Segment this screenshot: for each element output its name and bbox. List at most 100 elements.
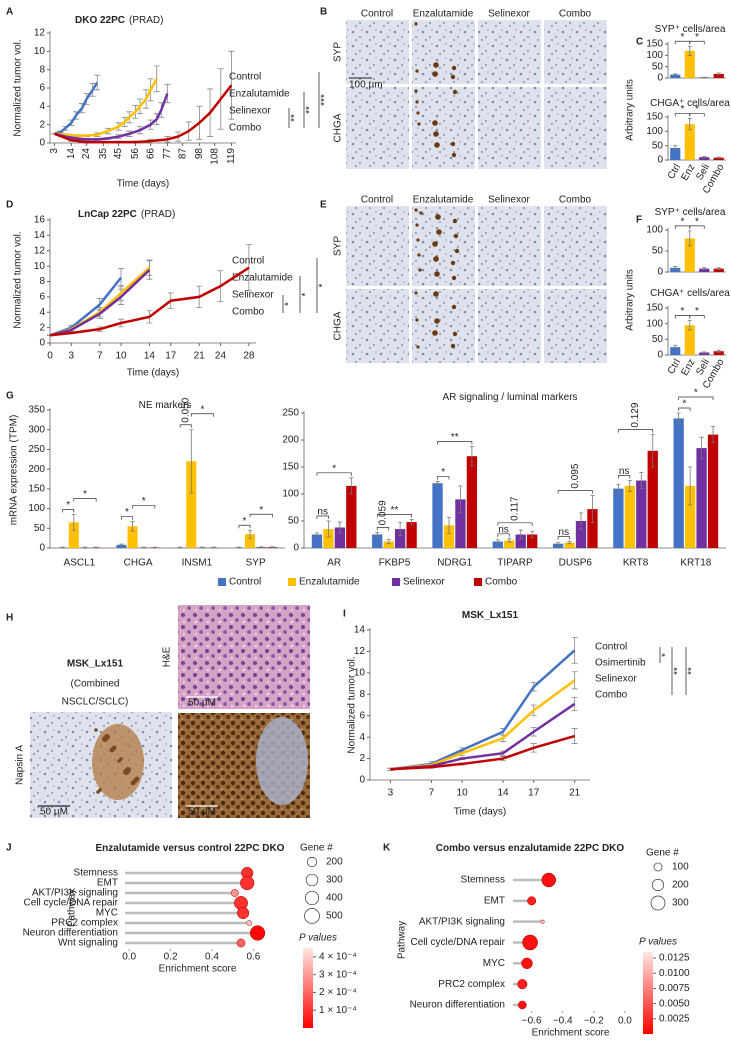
chart-title: CHGA⁺ cells/area bbox=[650, 98, 730, 109]
bar bbox=[699, 268, 710, 272]
stain-spot bbox=[416, 238, 420, 242]
y-tick-label: 8 bbox=[39, 276, 45, 287]
stain-spot bbox=[418, 268, 422, 272]
y-tick-label: 2 bbox=[39, 322, 45, 333]
error-bar bbox=[702, 351, 707, 354]
series-line bbox=[54, 93, 169, 141]
micrograph bbox=[478, 206, 541, 286]
significance-bracket bbox=[497, 533, 510, 537]
color-tick-label: 1 × 10⁻⁴ bbox=[319, 1005, 357, 1016]
significance-label: * bbox=[695, 306, 699, 317]
significance-bracket bbox=[689, 113, 705, 117]
h-subtitle: NSCLC/SCLC) bbox=[62, 697, 129, 708]
significance-bracket bbox=[376, 526, 390, 531]
column-label: Combo bbox=[559, 9, 592, 20]
error-bar bbox=[259, 546, 264, 549]
stain-spot bbox=[450, 74, 456, 80]
stain-label: H&E bbox=[162, 646, 173, 667]
title-main: AR signaling / luminal markers bbox=[442, 392, 577, 403]
significance-label: * bbox=[681, 306, 685, 317]
x-tick-label: AR bbox=[327, 558, 341, 569]
x-tick-label: KRT8 bbox=[623, 558, 649, 569]
bar bbox=[311, 534, 323, 548]
significance-bracket bbox=[376, 514, 412, 518]
bar bbox=[699, 352, 710, 355]
color-tick-label: 0.0075 bbox=[659, 983, 690, 994]
error-bar bbox=[130, 521, 135, 532]
series-line bbox=[54, 84, 233, 144]
y-tick-label: 150 bbox=[646, 39, 663, 50]
significance-label: 0.129 bbox=[630, 402, 641, 427]
error-bar bbox=[60, 546, 65, 549]
y-tick-label: 4 bbox=[39, 101, 45, 112]
column-label: Control bbox=[361, 195, 393, 206]
significance-label: ns bbox=[317, 507, 328, 518]
y-tick-label: 4 bbox=[359, 732, 365, 743]
stain-spot bbox=[435, 214, 441, 220]
micrograph bbox=[544, 20, 607, 84]
bar bbox=[245, 534, 256, 548]
y-tick-label: 10 bbox=[34, 46, 46, 57]
stain-spot bbox=[450, 141, 456, 147]
error-bar bbox=[386, 538, 391, 545]
micrograph bbox=[544, 87, 607, 169]
size-legend-dot bbox=[306, 856, 318, 868]
significance-bracket bbox=[689, 315, 705, 319]
category-label: MYC bbox=[96, 908, 118, 919]
error-bar bbox=[687, 45, 692, 56]
chart-title: CHGA⁺ cells/area bbox=[650, 288, 730, 299]
y-tick-label: 0 bbox=[359, 775, 365, 786]
significance-label: * bbox=[695, 32, 699, 43]
significance-label: * bbox=[83, 489, 87, 500]
significance-label: ** bbox=[391, 505, 399, 516]
axis bbox=[49, 31, 236, 144]
category-label: Wnt signaling bbox=[58, 938, 118, 949]
y-tick-label: 150 bbox=[646, 303, 663, 314]
category-label: PRC2 complex bbox=[51, 918, 118, 929]
size-legend-label: 200 bbox=[672, 880, 689, 891]
bar bbox=[515, 534, 526, 548]
significance-bracket bbox=[316, 472, 352, 476]
significance-label: * bbox=[243, 516, 247, 527]
category-label: Stemness bbox=[74, 868, 118, 879]
micrograph bbox=[478, 20, 541, 84]
error-bar bbox=[590, 495, 595, 524]
y-tick-label: 50 bbox=[288, 516, 300, 527]
x-tick-label: 0.4 bbox=[205, 952, 219, 963]
y-tick-label: 100 bbox=[646, 50, 663, 61]
y-axis-label: Normalized tumor vol. bbox=[347, 656, 358, 753]
significance-label: * bbox=[695, 104, 699, 115]
title-main: DKO 22PC bbox=[75, 15, 125, 26]
significance-label: ** bbox=[290, 114, 301, 122]
chart-title: Combo versus enzalutamide 22PC DKO bbox=[436, 843, 625, 854]
error-bar bbox=[178, 546, 183, 549]
error-bar bbox=[495, 539, 500, 544]
y-tick-label: 150 bbox=[646, 112, 663, 123]
x-tick-label: 17 bbox=[165, 351, 177, 362]
significance-bracket bbox=[557, 536, 570, 540]
x-tick-label: SYP bbox=[246, 558, 266, 569]
stain-spot bbox=[98, 788, 102, 792]
x-tick-label: 14 bbox=[497, 788, 509, 799]
stain-spot bbox=[433, 62, 439, 68]
stain-spot bbox=[451, 304, 457, 310]
legend-label: Selinexor bbox=[595, 674, 637, 685]
error-bar bbox=[245, 244, 252, 292]
significance-bracket bbox=[121, 516, 133, 520]
size-legend-dot bbox=[653, 862, 663, 872]
legend-label: Control bbox=[229, 72, 261, 83]
legend-label: Combo bbox=[485, 577, 518, 588]
legend-swatch bbox=[474, 578, 482, 586]
lollipop-dot bbox=[527, 896, 537, 906]
error-bar bbox=[248, 529, 253, 539]
y-tick-label: 300 bbox=[28, 424, 45, 435]
legend-label: Osimertinib bbox=[595, 658, 646, 669]
size-legend-label: 100 bbox=[672, 862, 689, 873]
row-label: CHGA bbox=[333, 311, 344, 340]
legend-label: Enzalutamide bbox=[299, 577, 360, 588]
color-legend-title: P values bbox=[299, 933, 337, 944]
bar bbox=[684, 485, 696, 548]
category-label: EMT bbox=[97, 878, 118, 889]
significance-label: * bbox=[142, 496, 146, 507]
